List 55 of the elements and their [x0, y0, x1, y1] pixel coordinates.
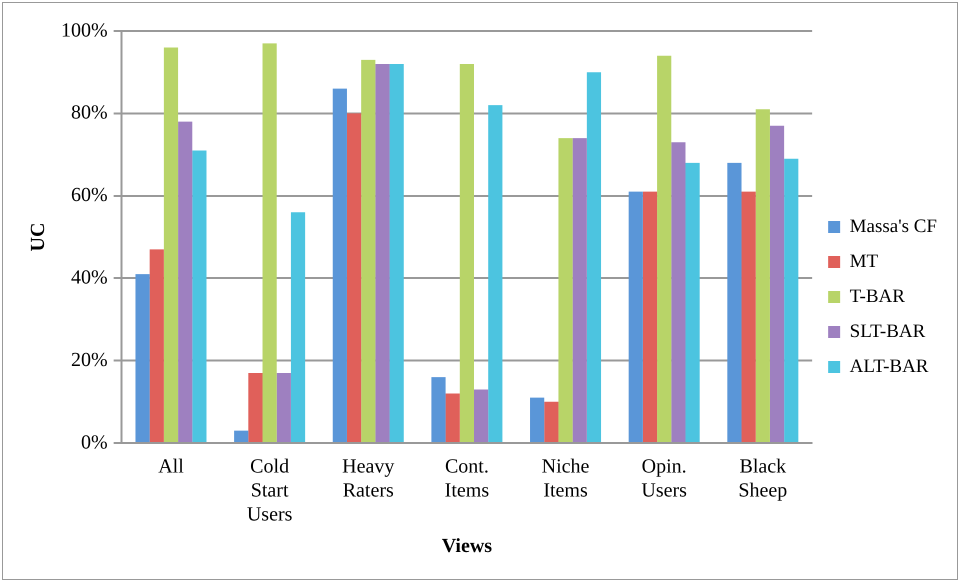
- bar: [642, 192, 658, 442]
- legend-label: T-BAR: [850, 286, 906, 307]
- legend-label: MT: [850, 250, 879, 272]
- bar: [150, 249, 164, 442]
- bar: [164, 47, 178, 442]
- bar: [276, 372, 291, 442]
- bar: [572, 138, 587, 442]
- bar: [290, 212, 306, 442]
- bar: [346, 113, 362, 442]
- bar: [361, 60, 376, 442]
- x-tick-label: Opin. Users: [641, 455, 688, 502]
- bar: [474, 389, 488, 442]
- bar: [586, 72, 602, 442]
- bar: [332, 88, 347, 442]
- x-axis-title: Views: [442, 535, 492, 558]
- bar: [460, 64, 474, 442]
- bar: [192, 150, 206, 442]
- bar: [727, 162, 742, 442]
- bar: [135, 274, 150, 442]
- bar: [446, 394, 460, 442]
- legend-label: ALT-BAR: [850, 356, 929, 377]
- legend-label: SLT-BAR: [850, 320, 926, 342]
- y-axis-title: UC: [27, 222, 50, 252]
- bar: [431, 377, 446, 442]
- y-tick-label: 20%: [70, 348, 108, 371]
- bar: [544, 402, 558, 442]
- y-tick-label: 80%: [70, 102, 108, 124]
- x-tick-label: All: [158, 455, 184, 478]
- x-tick-label: Cold Start Users: [246, 455, 293, 526]
- bar: [628, 192, 643, 442]
- bar: [770, 126, 784, 442]
- y-tick-label: 40%: [70, 266, 108, 288]
- bar: [530, 398, 544, 442]
- bar: [390, 64, 404, 442]
- y-tick-label: 100%: [60, 19, 108, 42]
- bar: [488, 105, 502, 442]
- legend-label: Massa's CF: [850, 216, 938, 237]
- y-tick-label: 60%: [70, 184, 108, 206]
- x-tick-label: Black Sheep: [738, 455, 788, 502]
- bar: [262, 43, 277, 442]
- x-tick-label: Heavy Raters: [342, 455, 394, 502]
- bar: [742, 192, 756, 442]
- x-tick-label: Cont. Items: [444, 455, 490, 502]
- bar: [685, 162, 700, 442]
- bar: [784, 158, 798, 442]
- bar: [375, 64, 390, 442]
- bar: [671, 142, 686, 442]
- y-tick-label: 0%: [80, 431, 108, 454]
- bar: [248, 372, 263, 442]
- bar: [657, 56, 672, 442]
- bar: [558, 138, 573, 442]
- x-tick-label: Niche Items: [542, 455, 590, 502]
- bar: [756, 109, 770, 442]
- bar: [178, 122, 192, 442]
- bar: [234, 430, 248, 442]
